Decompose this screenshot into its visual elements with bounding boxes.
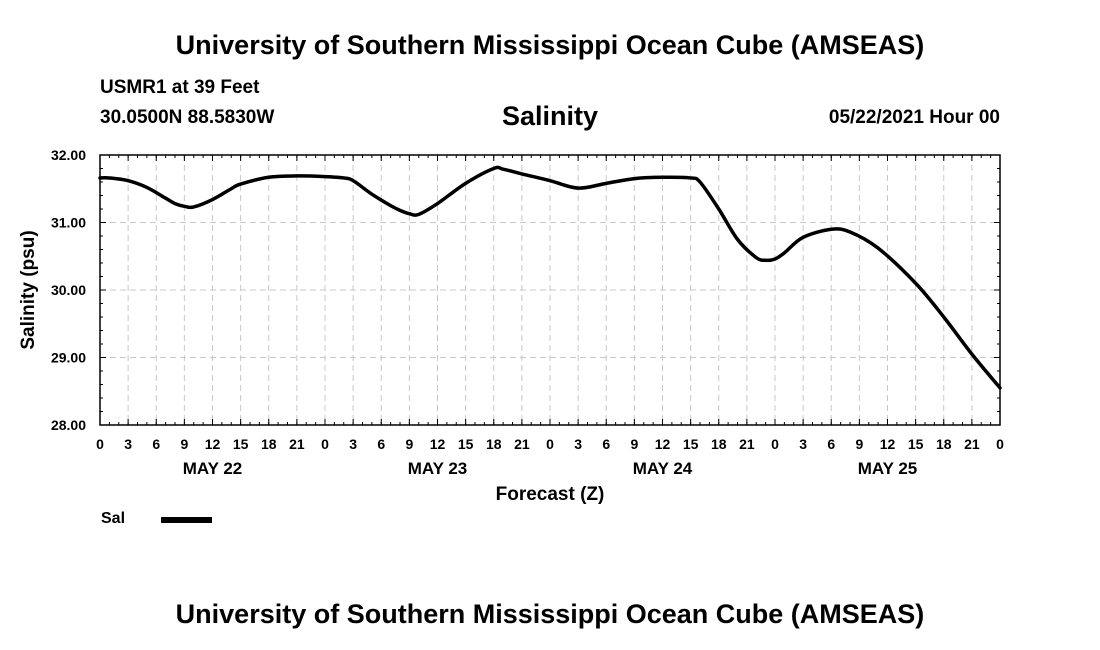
x-tick-label: 21 bbox=[964, 436, 980, 452]
x-tick-label: 9 bbox=[630, 436, 638, 452]
x-tick-label: 0 bbox=[321, 436, 329, 452]
station-coordinates: 30.0500N 88.5830W bbox=[100, 107, 275, 128]
legend-label: Sal bbox=[101, 510, 126, 527]
day-label: MAY 22 bbox=[183, 459, 243, 478]
x-tick-label: 18 bbox=[711, 436, 727, 452]
x-tick-label: 21 bbox=[514, 436, 530, 452]
x-tick-label: 3 bbox=[349, 436, 357, 452]
y-tick-label: 32.00 bbox=[51, 147, 86, 163]
x-tick-label: 18 bbox=[936, 436, 952, 452]
axis-labels: Forecast (Z) Salinity (psu) 0 3 6 9 12 15 18 21… bbox=[18, 147, 1004, 505]
y-tick-label: 31.00 bbox=[51, 215, 86, 231]
day-label: MAY 23 bbox=[408, 459, 468, 478]
x-tick-label: 0 bbox=[996, 436, 1004, 452]
x-tick-label: 12 bbox=[205, 436, 221, 452]
x-tick-label: 18 bbox=[261, 436, 277, 452]
x-tick-label: 3 bbox=[799, 436, 807, 452]
x-tick-label: 9 bbox=[180, 436, 188, 452]
x-tick-label: 6 bbox=[377, 436, 385, 452]
x-tick-label: 6 bbox=[152, 436, 160, 452]
x-tick-label: 0 bbox=[96, 436, 104, 452]
x-tick-label: 21 bbox=[739, 436, 755, 452]
day-label: MAY 24 bbox=[633, 459, 693, 478]
x-tick-label: 15 bbox=[233, 436, 249, 452]
x-tick-label: 6 bbox=[602, 436, 610, 452]
y-axis-title: Salinity (psu) bbox=[18, 230, 39, 349]
y-tick-label: 28.00 bbox=[51, 417, 86, 433]
plot-area-frame bbox=[99, 154, 1001, 426]
x-tick-label: 12 bbox=[430, 436, 446, 452]
x-tick-label: 12 bbox=[655, 436, 671, 452]
x-tick-label: 18 bbox=[486, 436, 502, 452]
station-label: USMR1 at 39 Feet bbox=[100, 77, 260, 98]
x-axis-title: Forecast (Z) bbox=[496, 484, 605, 505]
x-tick-label: 0 bbox=[771, 436, 779, 452]
footer-title: University of Southern Mississippi Ocean… bbox=[175, 599, 925, 629]
x-tick-label: 3 bbox=[574, 436, 582, 452]
y-tick-label: 29.00 bbox=[51, 350, 86, 366]
forecast-issue-time: 05/22/2021 Hour 00 bbox=[828, 107, 1000, 128]
x-tick-label: 3 bbox=[124, 436, 132, 452]
y-tick-label: 30.00 bbox=[51, 282, 86, 298]
chart-main-title: University of Southern Mississippi Ocean… bbox=[175, 30, 925, 60]
day-label: MAY 25 bbox=[858, 459, 918, 478]
x-tick-label: 12 bbox=[880, 436, 896, 452]
x-tick-label: 15 bbox=[683, 436, 699, 452]
salinity-series-line bbox=[98, 165, 1002, 390]
x-tick-label: 21 bbox=[289, 436, 305, 452]
grid-lines bbox=[100, 155, 1000, 425]
x-tick-label: 15 bbox=[908, 436, 924, 452]
variable-title: Salinity bbox=[501, 101, 599, 131]
x-tick-label: 9 bbox=[855, 436, 863, 452]
x-tick-label: 9 bbox=[405, 436, 413, 452]
x-tick-label: 6 bbox=[827, 436, 835, 452]
legend-line-swatch bbox=[161, 517, 212, 523]
x-tick-label: 15 bbox=[458, 436, 474, 452]
x-tick-label: 0 bbox=[546, 436, 554, 452]
